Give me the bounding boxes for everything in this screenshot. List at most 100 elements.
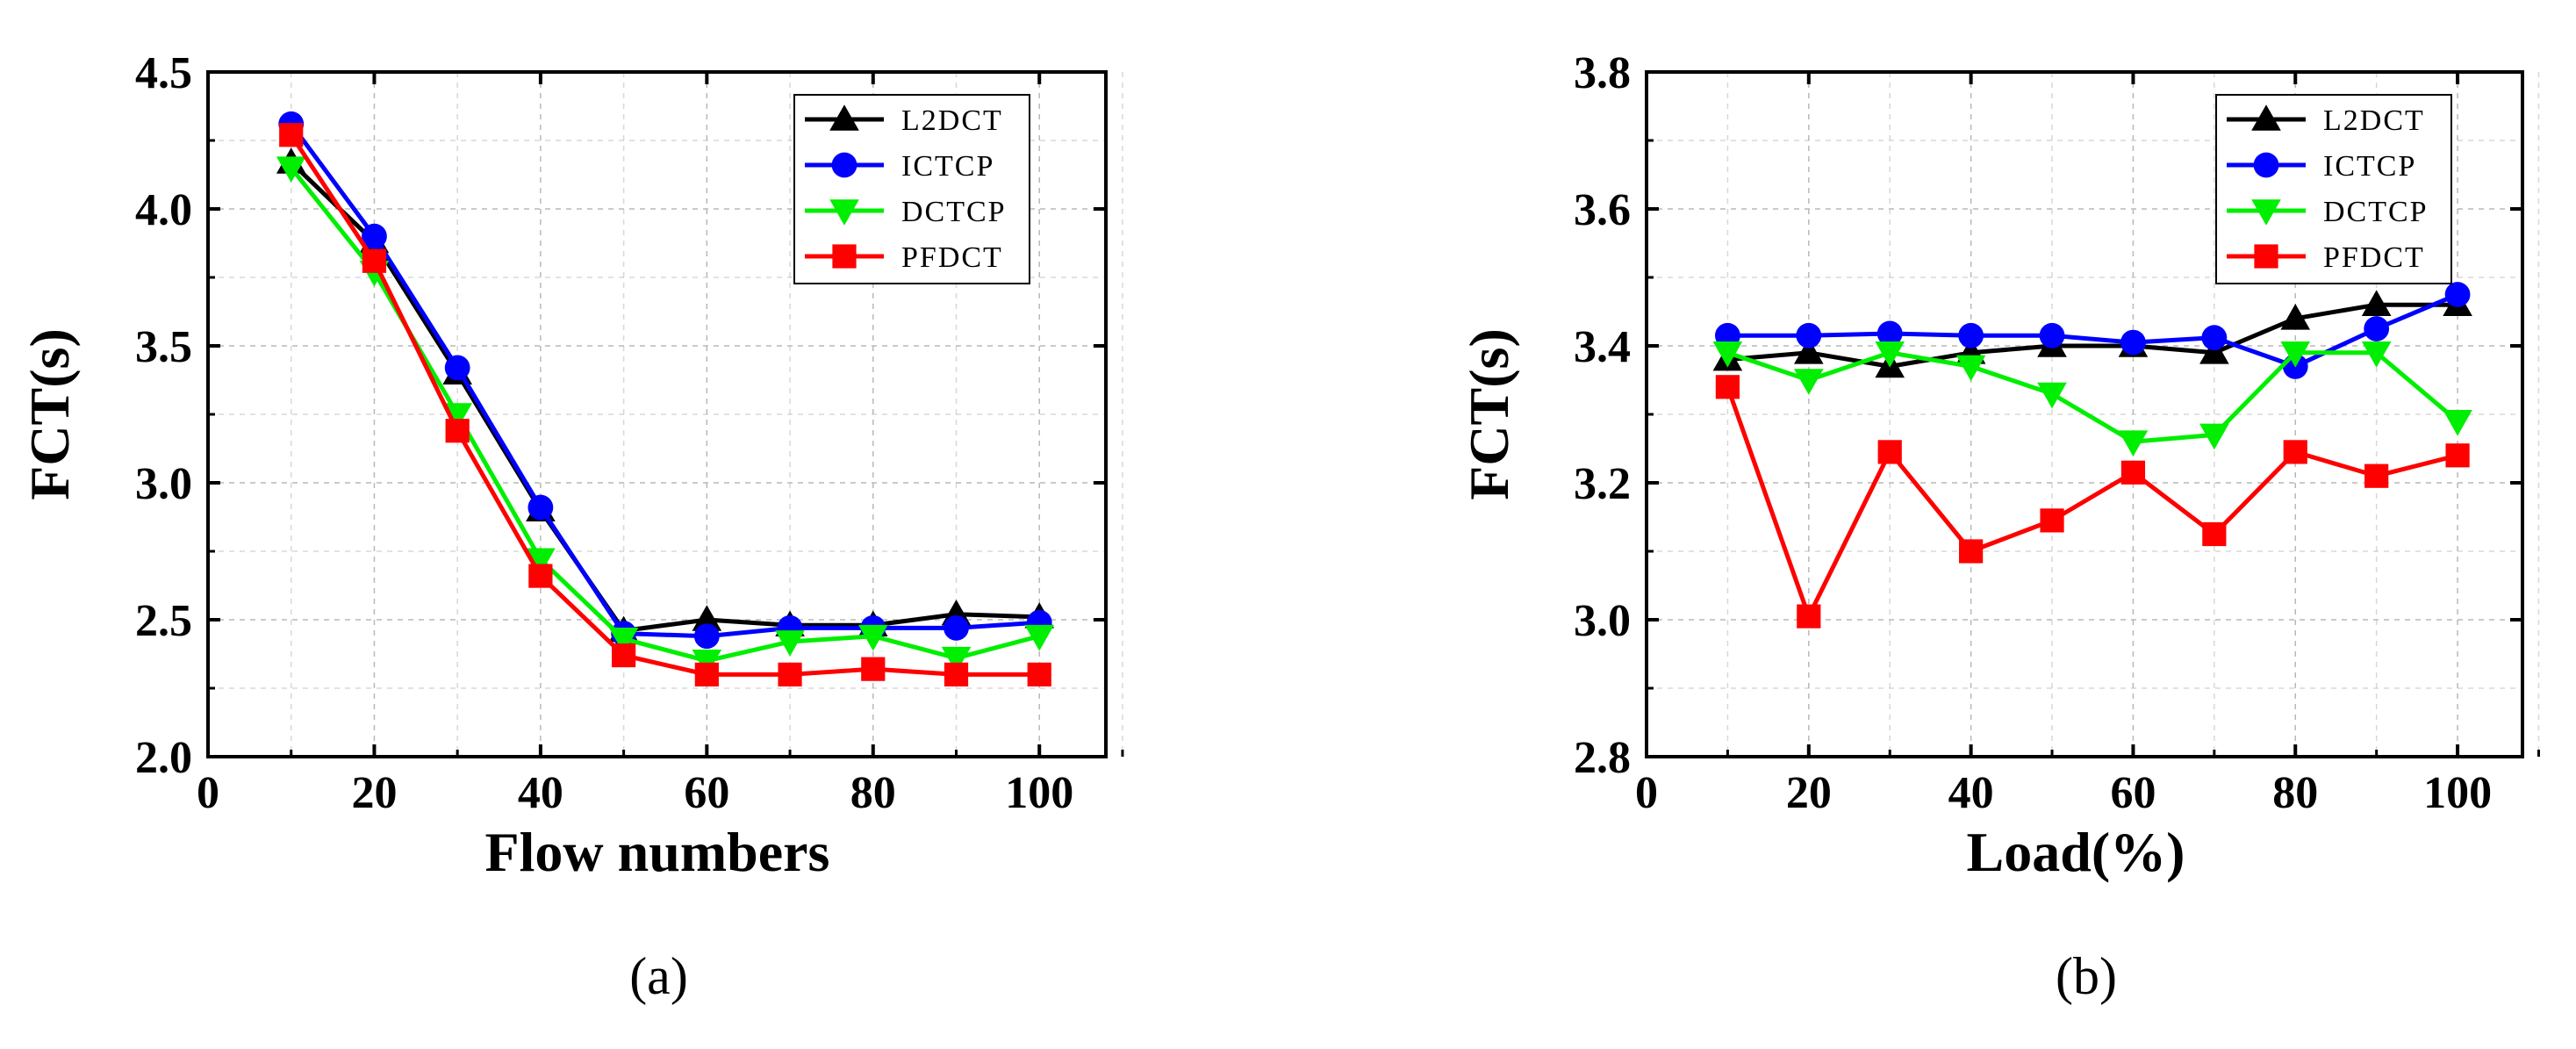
data-point-pfdct [861, 657, 886, 681]
series-line-ictcp [1727, 292, 2459, 369]
data-point-pfdct [1959, 539, 1984, 564]
x-axis-title: Flow numbers [485, 821, 830, 883]
data-point-dctcp [2443, 410, 2472, 436]
y-tick-label: 3.6 [1574, 185, 1631, 235]
data-point-dctcp [1794, 369, 1824, 395]
series-ictcp [1715, 282, 2471, 379]
x-tick-label: 60 [684, 768, 729, 818]
data-point-dctcp [276, 156, 306, 183]
data-point-dctcp [608, 628, 639, 654]
series-line-l2dct [289, 161, 1040, 633]
data-point-l2dct [2199, 338, 2229, 364]
x-tick-label: 60 [2110, 768, 2156, 818]
chart-panel-a: 2.0 2.5 3.0 3.5 4.0 4.5 0 20 40 60 80 100 Flow numbe… [18, 48, 1124, 1005]
legend-item-ictcp: ICTCP [805, 150, 993, 183]
data-point-ictcp [2444, 282, 2471, 307]
data-point-ictcp [527, 494, 554, 521]
series-line-ictcp [289, 122, 1040, 639]
x-tick-label: 0 [1635, 768, 1658, 818]
data-point-pfdct [778, 662, 802, 686]
legend-label: PFDCT [2323, 241, 2425, 274]
legend-item-dctcp: DCTCP [805, 196, 1007, 228]
legend-item-pfdct: PFDCT [805, 241, 1001, 274]
series-line-pfdct [1726, 385, 2458, 619]
data-point-pfdct [944, 662, 969, 686]
data-point-dctcp [1875, 341, 1905, 368]
data-point-dctcp [941, 646, 972, 673]
y-tick-label: 3.0 [135, 459, 192, 509]
data-point-pfdct [528, 564, 553, 588]
x-tick-label: 40 [1948, 768, 1994, 818]
data-point-ictcp [1796, 322, 1822, 348]
legend-marker [829, 199, 859, 226]
series-line-pfdct [289, 133, 1040, 677]
legend-label: L2DCT [901, 104, 1003, 137]
y-tick-label: 2.8 [1574, 733, 1631, 783]
data-point-pfdct [1027, 662, 1051, 686]
data-point-dctcp [2361, 341, 2392, 368]
panel-label: (b) [2056, 947, 2117, 1005]
legend-item-l2dct: L2DCT [805, 104, 1003, 137]
legend-label: DCTCP [901, 196, 1007, 228]
data-point-dctcp [1955, 355, 1986, 382]
data-point-dctcp [775, 630, 805, 657]
legend-label: DCTCP [2323, 196, 2429, 228]
y-tick-label: 3.8 [1574, 48, 1631, 98]
x-tick-label: 80 [2272, 768, 2318, 818]
data-point-dctcp [2037, 382, 2067, 409]
data-point-dctcp [442, 403, 472, 429]
legend-marker [2251, 104, 2281, 131]
series-line-dctcp [1726, 350, 2459, 444]
y-tick-label: 4.5 [135, 48, 192, 98]
data-point-ictcp [2120, 329, 2146, 356]
data-point-dctcp [1024, 624, 1055, 651]
data-point-l2dct [2361, 290, 2392, 316]
x-tick-label: 80 [850, 768, 896, 818]
x-tick-label: 40 [518, 768, 563, 818]
legend-item-l2dct: L2DCT [2227, 104, 2425, 137]
series-dctcp [1712, 341, 2472, 456]
legend: L2DCT ICTCP DCTCP PFDCT [793, 94, 1030, 284]
data-point-pfdct [1797, 604, 1821, 629]
data-point-ictcp [1958, 322, 1984, 348]
legend-label: L2DCT [2323, 104, 2425, 137]
data-point-pfdct [2202, 521, 2227, 547]
legend-item-pfdct: PFDCT [2227, 241, 2425, 274]
data-point-ictcp [693, 623, 720, 650]
legend-label: ICTCP [2323, 150, 2416, 183]
data-point-dctcp [857, 624, 888, 651]
legend-item-dctcp: DCTCP [2227, 196, 2429, 228]
y-axis-title: FCT(s) [18, 328, 81, 500]
data-point-pfdct [2364, 463, 2389, 488]
y-tick-label: 2.0 [135, 733, 192, 783]
x-tick-label: 100 [1005, 768, 1073, 818]
data-point-pfdct [1715, 375, 1740, 399]
y-tick-label: 2.5 [135, 596, 192, 646]
data-point-dctcp [526, 548, 556, 575]
chart-panel-b: 2.8 3.0 3.2 3.4 3.6 3.8 0 20 40 60 80 100 Load(%) FCT… [1458, 48, 2540, 1005]
data-point-l2dct [2280, 304, 2311, 330]
x-axis-title: Load(%) [1967, 821, 2185, 883]
data-point-l2dct [692, 605, 722, 631]
legend-marker [2253, 152, 2279, 178]
series-pfdct [1715, 375, 2470, 629]
data-point-pfdct [445, 419, 470, 443]
data-point-dctcp [2118, 430, 2149, 456]
y-tick-label: 3.2 [1574, 459, 1631, 509]
series-pfdct [279, 123, 1051, 686]
legend-marker [832, 244, 857, 269]
legend-item-ictcp: ICTCP [2227, 150, 2416, 183]
legend-marker [831, 152, 857, 178]
data-point-dctcp [2280, 341, 2311, 368]
data-point-pfdct [2445, 443, 2470, 468]
x-tick-label: 20 [1786, 768, 1832, 818]
data-point-pfdct [2120, 460, 2146, 485]
y-tick-label: 3.4 [1574, 322, 1631, 372]
legend: L2DCT ICTCP DCTCP PFDCT [2215, 94, 2452, 284]
data-point-ictcp [944, 614, 969, 641]
data-point-ictcp [1876, 320, 1903, 347]
legend-marker [2254, 244, 2278, 269]
y-tick-label: 3.0 [1574, 596, 1631, 646]
